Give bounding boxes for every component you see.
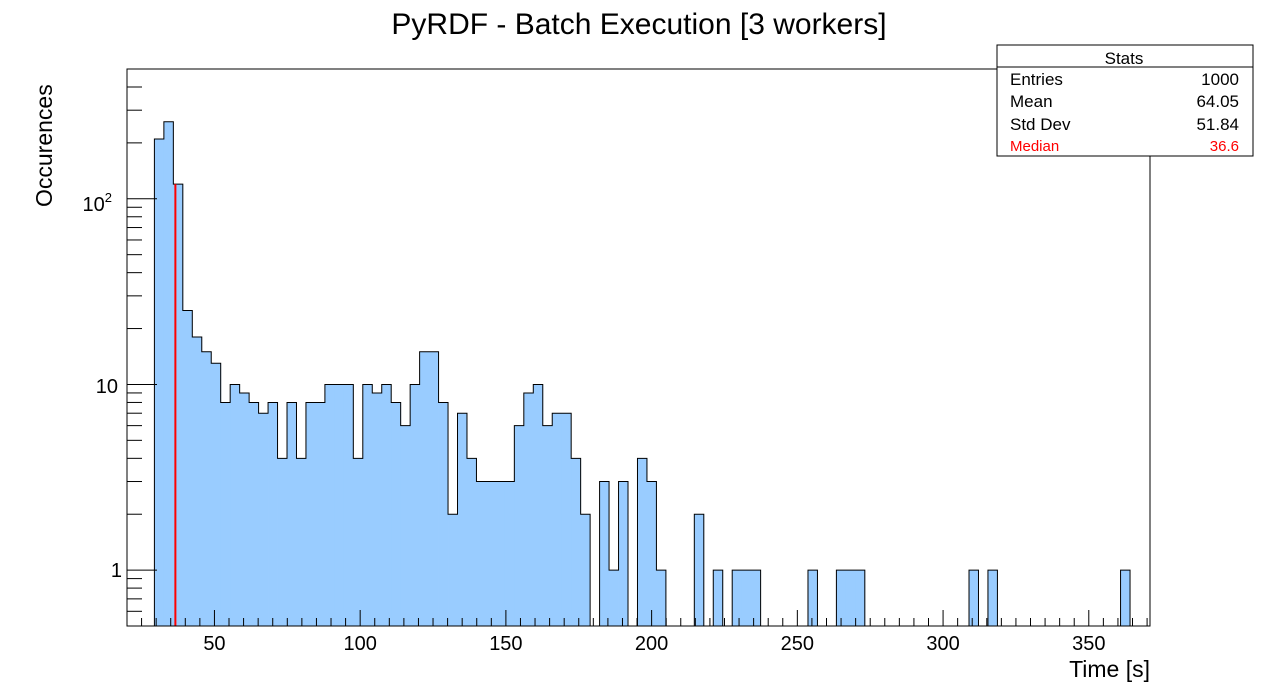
histogram-bars (154, 121, 1131, 626)
histogram-bar (419, 351, 430, 626)
histogram-bar (741, 570, 752, 626)
histogram-bar (845, 570, 856, 626)
histogram-bar (287, 402, 297, 626)
histogram-bar (182, 310, 193, 626)
stats-stddev-value: 51.84 (1196, 115, 1239, 134)
histogram-bar (552, 413, 563, 626)
histogram-bar (571, 458, 582, 626)
histogram-bar (201, 351, 212, 626)
histogram-bar (987, 570, 998, 626)
histogram-bar (504, 481, 515, 626)
histogram-bar (694, 514, 705, 626)
histogram-bar (476, 481, 487, 626)
x-tick-label: 150 (489, 633, 522, 655)
histogram-bar (609, 570, 619, 626)
histogram-bar (713, 570, 724, 626)
stats-entries-value: 1000 (1201, 70, 1239, 89)
histogram-bar (855, 570, 866, 626)
histogram-bar (732, 570, 743, 626)
histogram-bar (258, 413, 269, 626)
histogram-bar (163, 121, 174, 626)
histogram-bar (372, 392, 383, 626)
histogram-bar (542, 425, 553, 626)
x-tick-label: 200 (635, 633, 668, 655)
y-axis-label: Occurences (31, 84, 57, 207)
histogram-bar (315, 402, 326, 626)
histogram-bar (807, 570, 818, 626)
x-tick-label: 50 (203, 633, 225, 655)
y-axis-ticks (127, 68, 157, 627)
histogram-bar (969, 570, 979, 626)
x-tick-label: 100 (343, 633, 376, 655)
histogram-bar (751, 570, 762, 626)
stats-box-frame (996, 44, 1254, 157)
histogram-bar (353, 458, 364, 626)
histogram-bar (523, 392, 534, 626)
y-tick-label-1: 1 (111, 560, 122, 582)
stats-box: Stats Entries 1000 Mean 64.05 Std Dev 51… (996, 44, 1254, 157)
histogram-bar (381, 384, 392, 626)
x-tick-label: 300 (926, 633, 959, 655)
histogram-bar (211, 363, 222, 626)
histogram-bar (154, 138, 165, 626)
histogram-bar (1120, 570, 1131, 626)
histogram-bar (561, 413, 572, 626)
histogram-bar (618, 481, 629, 626)
y-axis-tick-labels: 1 10 102 (83, 190, 122, 582)
histogram-bar (457, 413, 468, 626)
plot-frame (126, 68, 1151, 627)
histogram-bar (192, 337, 203, 626)
y-tick-label-10: 10 (96, 376, 118, 398)
histogram-bar (220, 402, 231, 626)
x-axis-ticks (141, 610, 1148, 626)
histogram-bar (343, 384, 354, 626)
y-tick-label-100: 102 (83, 190, 112, 216)
histogram-bar (836, 570, 847, 626)
histogram-bar (646, 481, 657, 626)
stats-stddev-label: Std Dev (1010, 115, 1071, 134)
histogram-bar (466, 458, 477, 626)
histogram-bar (362, 384, 373, 626)
chart-title: PyRDF - Batch Execution [3 workers] (391, 8, 886, 41)
histogram-bar (448, 514, 458, 626)
histogram-bar (637, 458, 648, 626)
histogram-bar (277, 458, 288, 626)
histogram-bar (400, 425, 411, 626)
histogram-bar (485, 481, 496, 626)
histogram-bar (533, 384, 544, 626)
histogram-bar (296, 458, 307, 626)
histogram-bar (391, 402, 402, 626)
histogram-bar (580, 514, 591, 626)
x-tick-label: 250 (781, 633, 814, 655)
histogram-bar (324, 384, 335, 626)
stats-entries-label: Entries (1010, 70, 1063, 89)
histogram-bar (438, 402, 449, 626)
histogram-bar (268, 402, 278, 626)
histogram-bar (305, 402, 316, 626)
x-axis-tick-labels: 50 100 150 200 250 300 350 (203, 633, 1105, 655)
histogram-bar (656, 570, 667, 626)
histogram-bar (239, 392, 250, 626)
stats-title: Stats (1105, 49, 1144, 68)
stats-median-label: Median (1010, 138, 1059, 155)
histogram-bar (173, 184, 184, 626)
stats-mean-label: Mean (1010, 92, 1053, 111)
stats-median-value: 36.6 (1210, 138, 1239, 155)
histogram-bar (334, 384, 345, 626)
histogram-bar (514, 425, 525, 626)
histogram-bar (495, 481, 506, 626)
histogram-bar (410, 384, 421, 626)
x-tick-label: 350 (1072, 633, 1105, 655)
stats-mean-value: 64.05 (1196, 92, 1239, 111)
histogram-bar (230, 384, 241, 626)
y-tick-label-100-exponent: 2 (105, 190, 112, 205)
x-axis-label: Time [s] (1069, 656, 1150, 682)
histogram-bar (599, 481, 610, 626)
histogram-bar (249, 402, 259, 626)
histogram-bar (429, 351, 439, 626)
